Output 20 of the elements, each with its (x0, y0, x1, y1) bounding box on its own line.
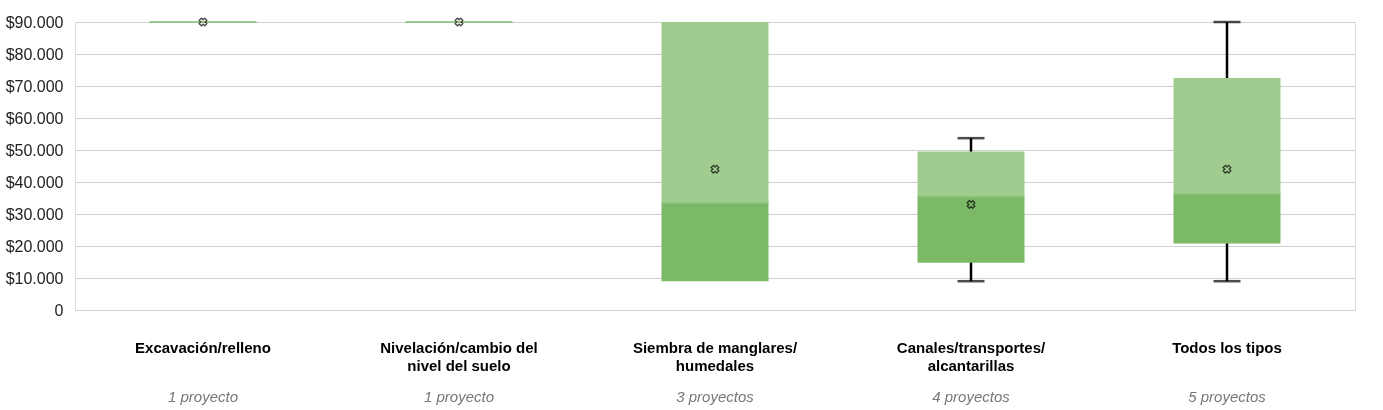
y-tick-label: $50.000 (5, 141, 64, 159)
y-tick-label: $60.000 (5, 109, 64, 127)
y-tick-label: $40.000 (5, 173, 64, 191)
y-tick-label: $70.000 (5, 77, 64, 95)
y-tick-label: $90.000 (5, 13, 64, 31)
text: 3 proyectos (676, 388, 755, 405)
x-tick-label: Nivelación/cambio del nivel del suelo (380, 338, 538, 374)
text: 1 proyecto (423, 388, 495, 405)
y-tick-label: 0 (54, 301, 64, 319)
y-tick-label: $10.000 (5, 269, 64, 287)
y-tick-label: $20.000 (5, 237, 64, 255)
text: 5 proyectos (1188, 388, 1267, 405)
x-tick-label: Excavación/relleno (135, 338, 271, 356)
x-tick-label: Siembra de manglares/humedales (632, 338, 798, 374)
x-tick-label: Todos los tipos (1172, 338, 1282, 356)
text: 1 proyecto (167, 388, 239, 405)
y-tick-label: $30.000 (5, 205, 64, 223)
y-tick-label: $80.000 (5, 45, 64, 63)
text: 4 proyectos (932, 388, 1011, 405)
x-tick-label: Canales/transportes/alcantarillas (896, 338, 1047, 374)
